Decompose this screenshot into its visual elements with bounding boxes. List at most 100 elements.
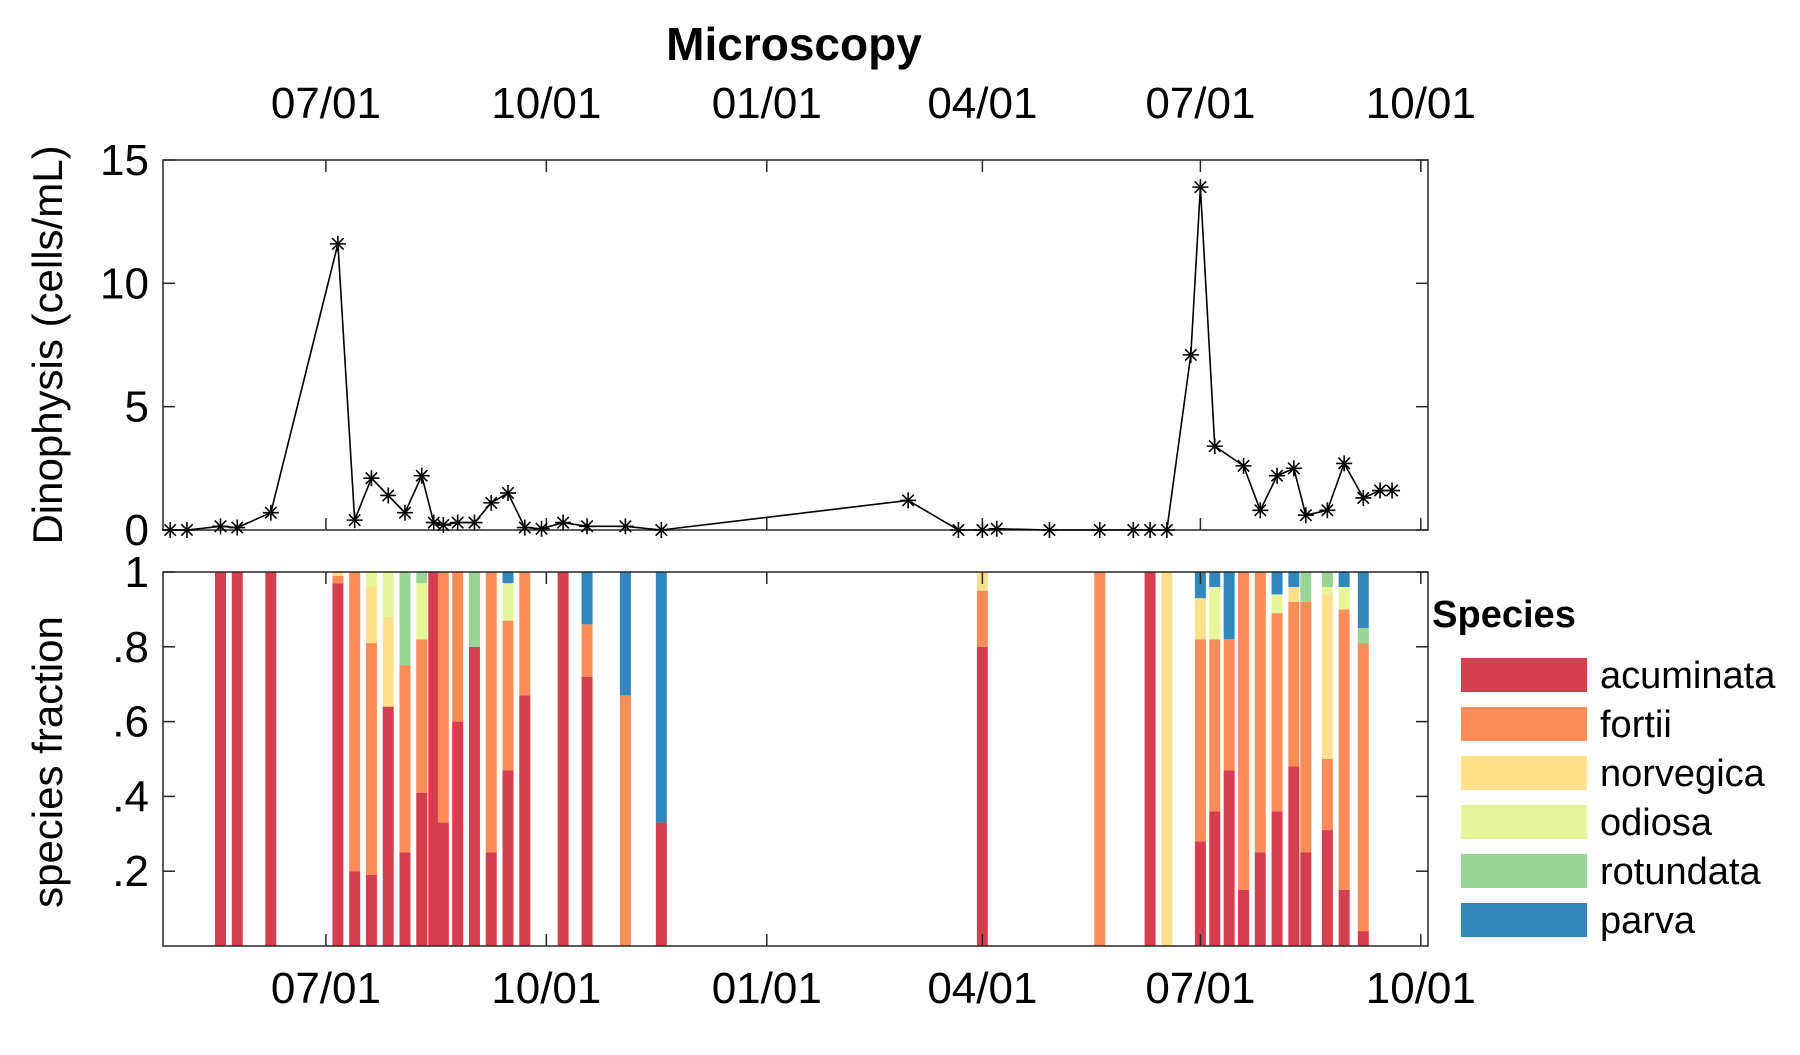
bar-segment-odiosa xyxy=(1209,586,1221,640)
bar-segment-fortii xyxy=(1271,613,1283,812)
data-point xyxy=(1182,346,1199,363)
data-point xyxy=(483,494,500,511)
data-point xyxy=(262,504,279,521)
bar-segment-fortii xyxy=(1300,601,1312,853)
bar-segment-fortii xyxy=(485,572,497,853)
bar-segment-acuminata xyxy=(1194,841,1206,946)
data-point xyxy=(435,517,452,534)
bar-segment-acuminata xyxy=(1254,852,1266,946)
bar-segment-acuminata xyxy=(557,572,569,946)
bar-segment-acuminata xyxy=(1288,766,1300,946)
bar-segment-fortii xyxy=(1288,601,1300,767)
data-point xyxy=(425,514,442,531)
bottom-y-tick-label: 1 xyxy=(125,548,149,597)
data-point xyxy=(1206,438,1223,455)
bar-segment-norvegica xyxy=(1194,598,1206,640)
data-point xyxy=(380,487,397,504)
data-point xyxy=(162,522,179,538)
bar-segment-fortii xyxy=(349,572,361,872)
bar-segment-norvegica xyxy=(1321,594,1333,759)
bar-segment-fortii xyxy=(332,575,344,584)
bar-segment-fortii xyxy=(1194,639,1206,842)
bar-segment-acuminata xyxy=(468,646,480,946)
bar-segment-fortii xyxy=(1254,572,1266,853)
data-point xyxy=(555,514,572,531)
bar-segment-fortii xyxy=(619,695,631,946)
data-point xyxy=(1235,457,1252,474)
data-point xyxy=(466,514,483,531)
bar-segment-fortii xyxy=(399,665,411,853)
bar-segment-acuminata xyxy=(1338,889,1350,946)
data-point xyxy=(900,492,917,509)
legend-swatch-fortii xyxy=(1461,707,1587,741)
bottom-y-tick-label: .6 xyxy=(112,698,149,747)
data-point xyxy=(329,235,346,252)
bar-segment-fortii xyxy=(365,643,377,875)
data-point xyxy=(363,470,380,487)
dinophysis-line xyxy=(170,187,1393,531)
bar-segment-fortii xyxy=(1223,639,1235,771)
legend-swatch-rotundata xyxy=(1461,854,1587,888)
bar-segment-norvegica xyxy=(382,616,394,707)
bar-segment-parva xyxy=(1271,572,1283,595)
data-point xyxy=(1252,502,1269,519)
bar-segment-odiosa xyxy=(502,583,514,621)
data-point xyxy=(178,522,195,538)
data-point xyxy=(950,522,967,538)
bar-segment-odiosa xyxy=(1271,594,1283,614)
bar-segment-parva xyxy=(1223,572,1235,640)
bottom-x-tick-label: 10/01 xyxy=(1366,964,1476,1013)
bar-segment-acuminata xyxy=(215,572,226,946)
data-point xyxy=(1297,507,1314,524)
bar-segment-parva xyxy=(581,572,593,625)
bar-segment-fortii xyxy=(1209,639,1221,812)
bar-segment-acuminata xyxy=(581,676,593,946)
bar-segment-acuminata xyxy=(416,792,428,946)
bottom-y-tick-label: .2 xyxy=(112,847,149,896)
bar-segment-fortii xyxy=(976,590,988,647)
bar-segment-acuminata xyxy=(231,572,243,946)
bar-segment-fortii xyxy=(502,620,514,771)
bar-segment-fortii xyxy=(1238,572,1250,890)
chart-title: Microscopy xyxy=(666,18,922,70)
bottom-x-tick-label: 04/01 xyxy=(927,964,1037,1013)
data-point xyxy=(974,522,991,538)
data-point xyxy=(346,512,363,529)
bar-segment-parva xyxy=(502,572,514,584)
bar-segment-acuminata xyxy=(976,646,988,946)
bar-segment-fortii xyxy=(519,572,531,696)
bar-segment-acuminata xyxy=(1238,889,1250,946)
top-x-tick-label: 10/01 xyxy=(1366,79,1476,128)
data-point xyxy=(1091,522,1108,538)
bar-segment-acuminata xyxy=(349,871,361,946)
legend-label-odiosa: odiosa xyxy=(1600,802,1713,844)
legend-label-parva: parva xyxy=(1600,900,1696,942)
bar-segment-parva xyxy=(1338,572,1350,587)
bar-segment-rotundata xyxy=(399,572,411,666)
bar-segment-odiosa xyxy=(365,572,377,587)
bottom-plot-frame xyxy=(162,571,1429,947)
data-point xyxy=(500,485,516,501)
bar-segment-norvegica xyxy=(365,586,377,644)
bar-segment-fortii xyxy=(1357,643,1369,932)
data-point xyxy=(1336,455,1353,472)
data-point xyxy=(1041,522,1058,538)
top-x-tick-label: 07/01 xyxy=(1145,79,1255,128)
legend-label-norvegica: norvegica xyxy=(1600,753,1766,795)
top-y-tick-label: 10 xyxy=(100,259,149,308)
data-point xyxy=(1384,482,1401,499)
bar-segment-acuminata xyxy=(265,572,277,946)
bar-segment-acuminata xyxy=(1321,830,1333,946)
bar-segment-acuminata xyxy=(365,874,377,946)
top-x-tick-label: 01/01 xyxy=(712,79,822,128)
bottom-y-axis-label: species fraction xyxy=(24,616,71,908)
top-y-tick-label: 15 xyxy=(100,136,149,185)
bar-segment-norvegica xyxy=(1161,572,1173,946)
top-plot-frame xyxy=(162,159,1429,531)
data-point xyxy=(653,522,670,538)
bar-segment-acuminata xyxy=(437,822,449,946)
data-point xyxy=(1192,179,1209,196)
legend-label-acuminata: acuminata xyxy=(1600,655,1776,697)
bottom-x-tick-label: 07/01 xyxy=(1145,964,1255,1013)
